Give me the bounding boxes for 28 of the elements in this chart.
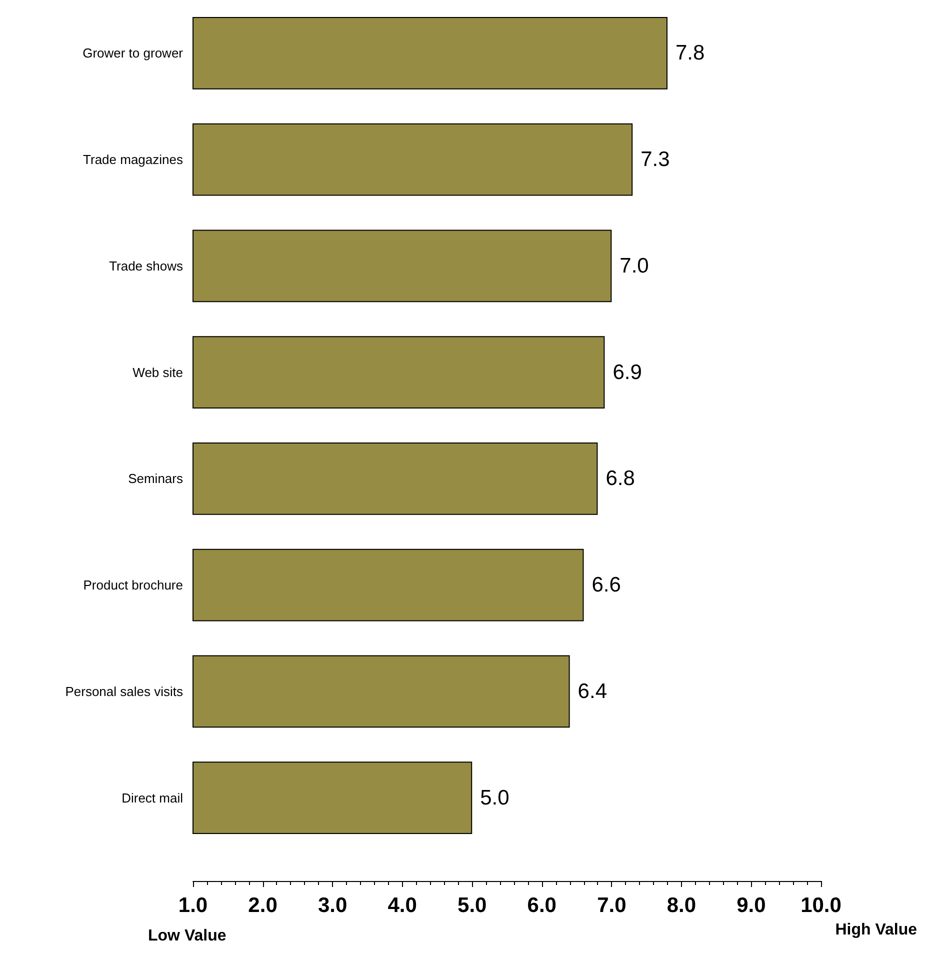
x-tick-label: 1.0	[178, 894, 208, 917]
y-tick-label: Seminars	[128, 471, 184, 486]
y-tick-label: Personal sales visits	[65, 684, 184, 699]
x-tick-label: 3.0	[318, 894, 348, 917]
y-tick-label: Trade magazines	[83, 152, 184, 168]
x-tick-label: 10.0	[800, 894, 842, 917]
data-label: 6.6	[592, 574, 621, 597]
text: Low Value	[148, 928, 226, 944]
x-tick-label: 8.0	[666, 894, 696, 917]
x-tick-label: 7.0	[597, 894, 626, 917]
x-tick-label: 2.0	[248, 894, 278, 917]
x-tick-label: 9.0	[736, 894, 766, 917]
y-tick-label: Product brochure	[83, 578, 183, 593]
y-tick-label: Grower to grower	[82, 46, 184, 61]
data-label: 7.3	[640, 148, 670, 172]
data-label: 7.8	[675, 42, 705, 65]
x-tick-label: 5.0	[458, 894, 487, 917]
y-tick-label: Web site	[132, 364, 183, 380]
data-label: 6.4	[578, 680, 608, 703]
data-label: 5.0	[480, 786, 510, 810]
data-label: 6.9	[612, 360, 642, 384]
y-tick-label: Direct mail	[122, 790, 184, 806]
y-tick-label: Trade shows	[109, 258, 184, 274]
x-tick-label: 6.0	[527, 894, 556, 917]
data-label: 6.8	[606, 467, 635, 490]
data-label: 7.0	[620, 254, 649, 278]
x-tick-label: 4.0	[388, 894, 417, 917]
text: High Value	[835, 922, 918, 938]
